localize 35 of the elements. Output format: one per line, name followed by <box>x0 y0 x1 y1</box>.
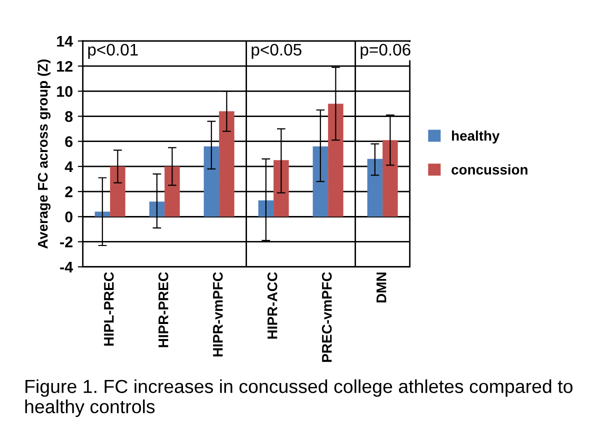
y-tick-label: -4 <box>60 262 73 272</box>
legend-label: healthy <box>452 130 500 144</box>
x-tick-label: HIPR-PREC <box>158 272 168 348</box>
legend-label: concussion <box>452 164 528 175</box>
y-tick-label: 2 <box>65 186 72 198</box>
annotation: p=0.06 <box>360 44 410 59</box>
bar <box>258 200 274 217</box>
y-tick-label: 0 <box>65 212 72 222</box>
y-axis-title: Average FC across group (Z) <box>38 60 51 249</box>
x-tick-label: PREC-vmPFC <box>322 272 332 362</box>
bar <box>204 146 220 217</box>
bar <box>164 166 180 217</box>
y-tick-label: 10 <box>57 86 72 97</box>
bar <box>312 146 328 217</box>
bar <box>149 202 165 217</box>
x-tick-label: HIPR-vmPFC <box>212 272 223 356</box>
x-tick-label: HIPL-PREC <box>104 272 114 346</box>
y-tick-label: 12 <box>57 60 72 72</box>
y-tick-label: 14 <box>57 36 73 47</box>
annotation: p<0.05 <box>252 44 302 59</box>
y-tick-label: 8 <box>65 111 73 122</box>
bar <box>110 166 126 217</box>
y-tick-label: 6 <box>65 136 73 148</box>
annotation: p<0.01 <box>88 44 138 59</box>
x-tick-label: HIPR-ACC <box>267 272 278 339</box>
bar <box>94 212 110 217</box>
bar <box>219 111 234 217</box>
bar <box>274 160 289 217</box>
y-tick-label: -2 <box>60 236 72 248</box>
caption: Figure 1. FC increases in concussed college athletes compared to healthy controls <box>25 379 572 417</box>
x-tick-label: DMN <box>376 272 386 302</box>
bar <box>382 140 398 217</box>
bar <box>328 104 344 217</box>
y-tick-label: 4 <box>64 161 73 172</box>
bar <box>367 158 383 217</box>
